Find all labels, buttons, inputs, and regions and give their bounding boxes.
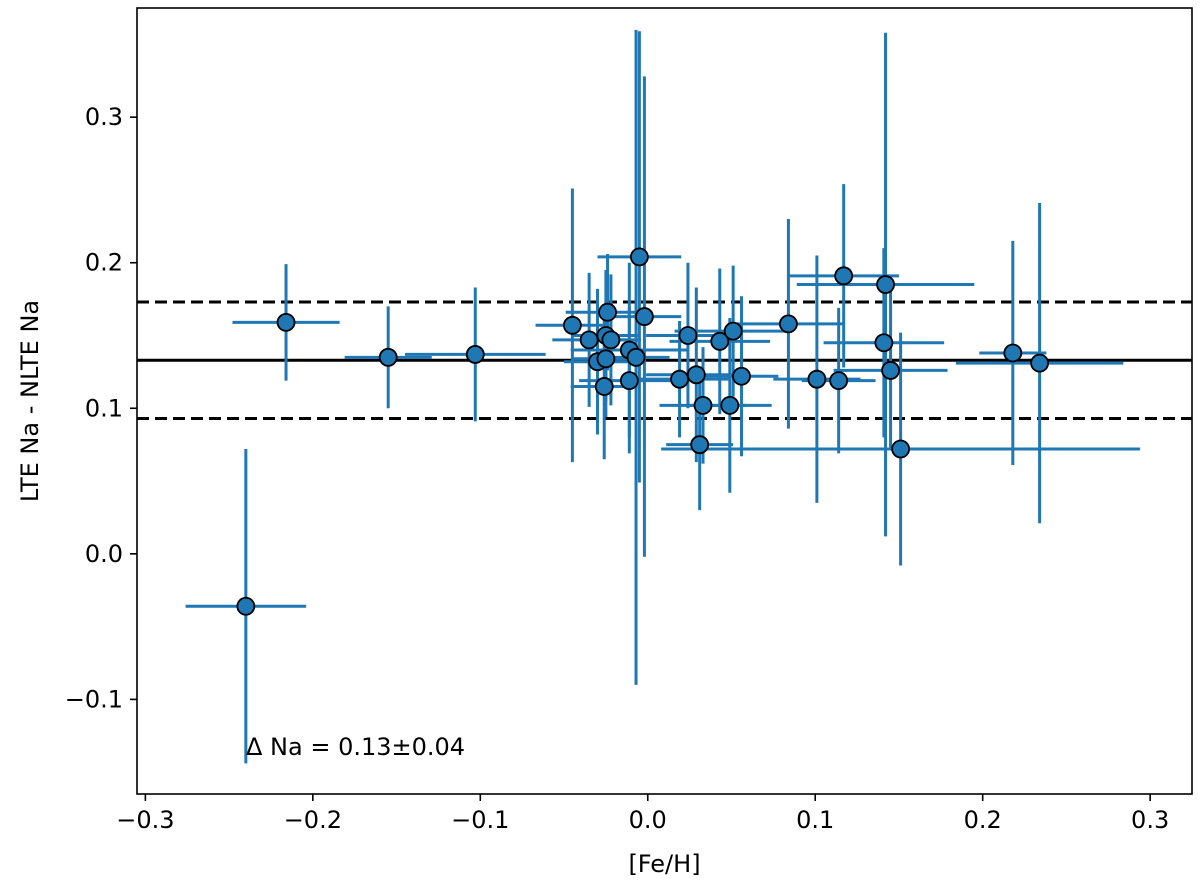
data-point-7 [594,377,614,396]
data-points [236,247,1050,616]
y-tick-label-4: 0.3 [85,103,123,131]
x-tick-label-3: 0.0 [629,806,667,834]
x-tick-label-0: −0.3 [116,806,174,834]
data-point-26 [779,314,798,334]
data-point-29 [834,266,854,286]
x-tick-label-6: 0.3 [1131,806,1169,834]
data-point-27 [807,369,827,389]
data-point-35 [1030,353,1050,373]
x-tick-label-4: 0.1 [796,806,834,834]
data-point-3 [465,345,485,364]
y-tick-label-1: 0.0 [85,540,123,568]
y-tick-label-3: 0.2 [85,249,123,277]
x-axis-label: [Fe/H] [628,850,700,878]
data-point-24 [723,321,743,341]
y-axis-label: LTE Na - NLTE Na [16,300,44,502]
data-point-13 [619,371,639,391]
data-point-23 [720,395,740,415]
data-point-4 [562,315,582,335]
data-point-15 [629,247,649,267]
x-tick-label-5: 0.2 [964,806,1002,834]
data-point-8 [596,349,616,369]
data-point-0 [236,596,256,616]
error-bars [185,29,1141,764]
data-point-25 [732,366,751,386]
data-point-16 [635,307,654,326]
data-point-33 [891,439,911,459]
y-tick-label-2: 0.1 [85,394,123,422]
y-axis-ticks: −0.1 0.0 0.1 0.2 0.3 [65,103,137,713]
data-point-30 [874,333,894,353]
data-point-19 [686,365,706,385]
data-point-22 [710,331,730,351]
plot-frame [136,7,1193,795]
data-point-11 [601,330,621,350]
y-tick-label-0: −0.1 [65,685,123,713]
data-point-28 [829,371,849,391]
data-point-2 [378,347,398,367]
data-point-34 [1003,343,1023,363]
data-point-5 [579,330,599,350]
x-tick-label-2: −0.1 [451,806,509,834]
data-point-20 [690,435,710,455]
x-axis-ticks: −0.3 −0.2 −0.1 0.0 0.1 0.2 0.3 [116,794,1169,834]
delta-na-annotation: Δ Na = 0.13±0.04 [246,733,465,761]
data-point-1 [276,312,296,332]
data-point-32 [881,361,900,380]
data-point-17 [670,369,689,389]
data-point-14 [626,347,646,367]
data-point-18 [678,326,698,345]
x-tick-label-1: −0.2 [284,806,342,834]
data-point-10 [598,302,617,322]
data-point-21 [693,395,713,415]
data-point-31 [876,275,895,294]
